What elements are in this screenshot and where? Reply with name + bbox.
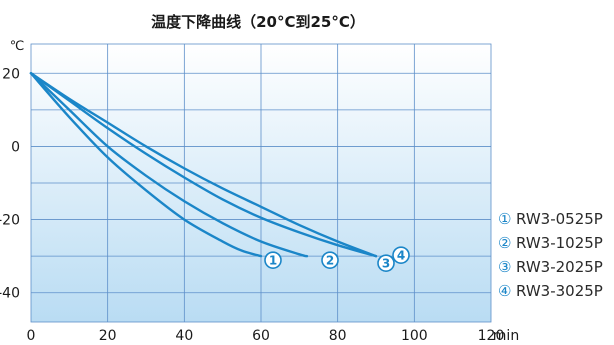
series-line-1 [29,72,263,258]
x-tick-label: 100 [401,328,428,344]
series-end-markers: 1 2 34 [264,246,410,272]
series-line-2 [29,72,309,258]
legend-label-3: RW3-2025P [516,258,603,276]
y-axis: 20 0 -20 -40 [0,66,20,301]
series-line-3 [29,72,378,258]
x-tick-label: 120 [478,328,505,344]
chart-title: 温度下降曲线（20°C到25°C） [151,13,365,31]
legend-marker-4: ④ [498,282,511,300]
series-line-4 [29,72,378,258]
legend-label-1: RW3-0525P [516,210,603,228]
x-tick-label: 60 [252,328,270,344]
series-end-marker-label-1: 1 [269,254,277,268]
x-axis: 0 20 40 60 80 100 120 [27,328,505,344]
series-end-marker-label-2: 2 [326,254,334,268]
legend-label-2: RW3-1025P [516,234,603,252]
legend-label-4: RW3-3025P [516,282,603,300]
x-tick-label: 20 [99,328,117,344]
y-tick-label: -20 [0,213,20,229]
y-axis-unit: ℃ [10,39,25,54]
legend-marker-2: ② [498,234,511,252]
legend: ① RW3-0525P ② RW3-1025P ③ RW3-2025P ④ RW3-3025P [498,210,603,300]
series-end-marker-circle-3 [377,254,395,272]
x-tick-label: 80 [329,328,347,344]
y-tick-label: 20 [2,66,20,82]
x-tick-label: 40 [175,328,193,344]
series-end-marker-circle-4 [392,246,410,264]
legend-marker-1: ① [498,210,511,228]
x-axis-unit: min [493,328,519,344]
y-tick-label: -40 [0,286,20,302]
series-end-marker-label-3: 3 [382,257,390,271]
series-end-marker-label-4: 4 [397,249,405,263]
x-tick-label: 0 [27,328,36,344]
series-end-marker-circle-2 [321,251,339,269]
legend-marker-3: ③ [498,258,511,276]
series-lines [29,72,378,258]
y-tick-label: 0 [11,139,20,155]
series-end-marker-circle-1 [264,251,282,269]
